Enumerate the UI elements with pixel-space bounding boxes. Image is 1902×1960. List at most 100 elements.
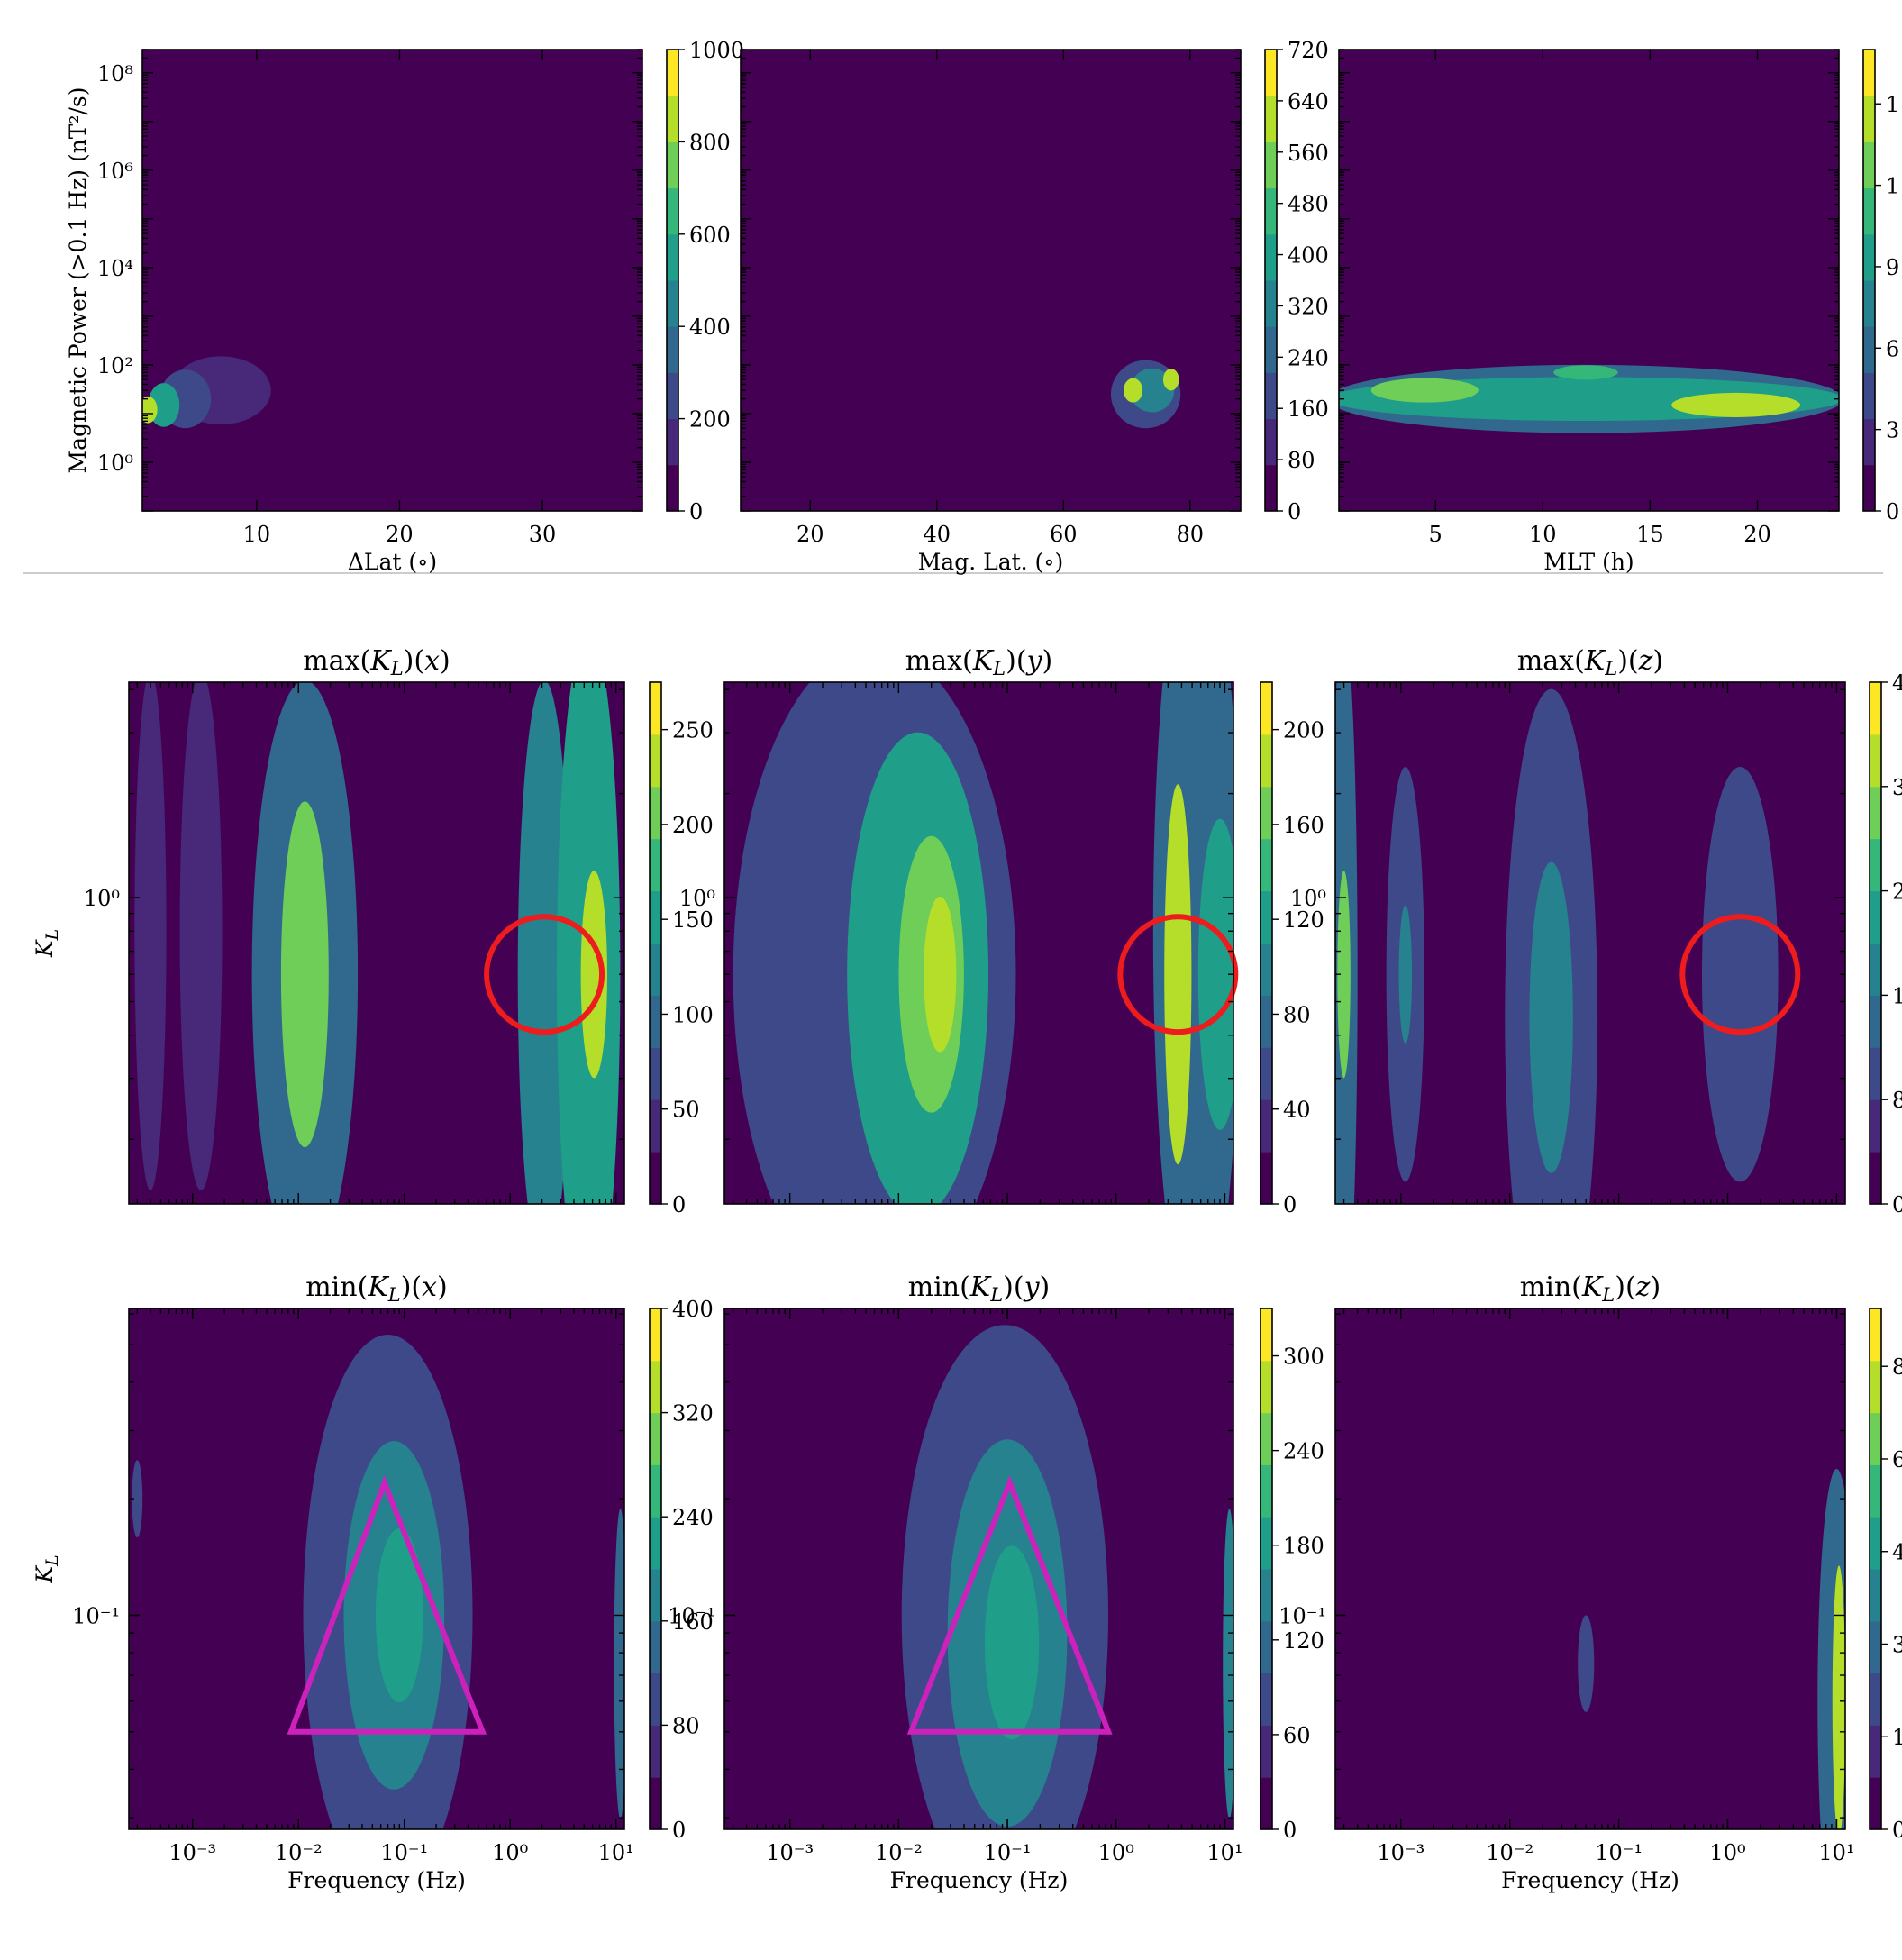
colorbar-tick-label: 3 [1886,418,1899,443]
heat-contour [1124,378,1143,403]
x-tick-label: 40 [924,522,951,547]
panel-title: max(KL)(x) [303,645,450,679]
colorbar-tick-label: 200 [1283,718,1324,743]
heat-contour [1398,905,1413,1044]
colorbar-tick-label: 300 [1283,1345,1324,1370]
colorbar-segment [650,1725,661,1778]
x-axis-label: Mag. Lat. (∘) [918,549,1064,575]
plot-frame [723,681,1234,1205]
colorbar-segment [1870,734,1881,788]
colorbar-segment [1265,96,1277,142]
heat-contour [1223,1509,1233,1819]
colorbar-segment [667,418,678,466]
colorbar-segment [667,233,678,281]
heat-contour [1671,392,1801,417]
y-tick-label: 10⁶ [97,159,133,184]
x-tick-label: 10 [243,522,271,547]
colorbar-segment [1260,890,1272,944]
colorbar-tick-label: 200 [689,407,731,433]
colorbar-segment [1260,1360,1272,1414]
colorbar-tick-label: 400 [689,315,731,340]
colorbar-segment [1260,943,1272,996]
panel-top-dlat: 10 20 30 10⁰ 10² 10⁴ 10⁶ 10⁸ ΔLat (∘) Magnetic Po… [65,38,744,575]
colorbar-segment [667,464,678,512]
highlight-triangle [906,1475,1113,1735]
x-axis-label: Frequency (Hz) [287,1867,466,1893]
colorbar-segment [650,838,661,892]
colorbar-tick-label: 120 [1283,907,1324,933]
colorbar-segment [1260,786,1272,840]
plot-area [741,50,1241,511]
colorbar-tick-label: 80 [1283,1002,1311,1027]
panel-top-mlt: 5 10 15 20 MLT (h) 0 3 6 9 1 1 [1338,49,1899,575]
colorbar-frame [649,681,662,1205]
heat-contour [134,682,167,1190]
x-tick-label: 10⁻² [875,1840,923,1865]
colorbar-segment [1260,1464,1272,1518]
x-tick-label: 30 [529,522,557,547]
colorbar-segment [1260,1047,1272,1100]
heat-contour [1164,784,1192,1165]
colorbar-tick-label: 0 [1283,1192,1297,1217]
colorbar-segment [1870,1047,1881,1100]
heat-contour [142,396,158,424]
heat-contour [1553,365,1618,380]
y-axis-label: Magnetic Power (>0.1 Hz) (nT²/s) [65,87,91,474]
y-tick-label: 10⁻¹ [668,1603,715,1628]
heat-contour [179,682,223,1190]
x-tick-label: 20 [386,522,414,547]
colorbar-tick-label: 1 [1892,1725,1902,1750]
y-ticks [741,49,1241,512]
colorbar-tick-label: 0 [1892,1192,1902,1217]
colorbar-tick-label: 560 [1288,141,1329,166]
colorbar-tick-label: 120 [1283,1628,1324,1654]
x-tick-label: 10⁻² [1486,1840,1533,1865]
heat-contour [1529,861,1573,1173]
colorbar-segment [1863,187,1875,235]
x-ticks: 5 10 15 20 [1429,50,1771,547]
colorbar-tick-label: 720 [1288,38,1329,63]
x-axis-label: Frequency (Hz) [890,1867,1069,1893]
heatmap-contours [1339,364,1839,433]
colorbar-tick-label: 800 [689,130,731,155]
colorbar-segment [1870,838,1881,892]
colorbar-segment [1265,141,1277,189]
colorbar-segment [667,187,678,235]
colorbar-segment [667,280,678,327]
colorbar-tick-label: 8 [1892,1088,1902,1113]
y-tick-label: 10⁰ [97,451,133,476]
colorbar-tick-label: 0 [1288,499,1301,524]
colorbar-segment [650,786,661,840]
colorbar-segment [1863,280,1875,327]
colorbar-tick-label: 1 [1892,983,1902,1008]
colorbar-tick-label: 4 [1892,670,1902,696]
colorbar-segment [1260,734,1272,788]
x-tick-label: 10⁻³ [168,1840,216,1865]
colorbar-segment [1260,1569,1272,1622]
colorbar-segment [1863,464,1875,512]
colorbar-frame [666,49,679,512]
panel-max-y: 10⁰ max(KL)(y) 0 40 80 120 160 200 [679,645,1324,1217]
colorbar-tick-label: 0 [672,1192,686,1217]
colorbar-segment [1260,1308,1272,1362]
colorbar-tick-label: 320 [672,1401,714,1427]
colorbar-tick-label: 4 [1892,1540,1902,1565]
y-ticks: 10⁰ [679,688,1233,1140]
colorbar: 0 50 100 150 200 250 [649,681,714,1217]
colorbar-segment [1260,838,1272,892]
colorbar-tick-label: 180 [1283,1534,1324,1559]
colorbar-tick-label: 80 [672,1713,700,1738]
colorbar-tick-label: 160 [672,1609,714,1635]
x-axis-label: ΔLat (∘) [348,549,437,575]
heat-contour [1701,767,1779,1182]
colorbar-tick-label: 400 [1288,243,1329,269]
x-tick-label: 10⁻² [275,1840,323,1865]
colorbar-segment [650,1620,661,1674]
colorbar-segment [1870,1569,1881,1622]
colorbar-tick-label: 40 [1283,1098,1311,1123]
colorbar-segment [1265,372,1277,420]
plot-frame [128,681,625,1205]
colorbar-segment [1870,1360,1881,1414]
x-axis-label: MLT (h) [1543,549,1634,575]
